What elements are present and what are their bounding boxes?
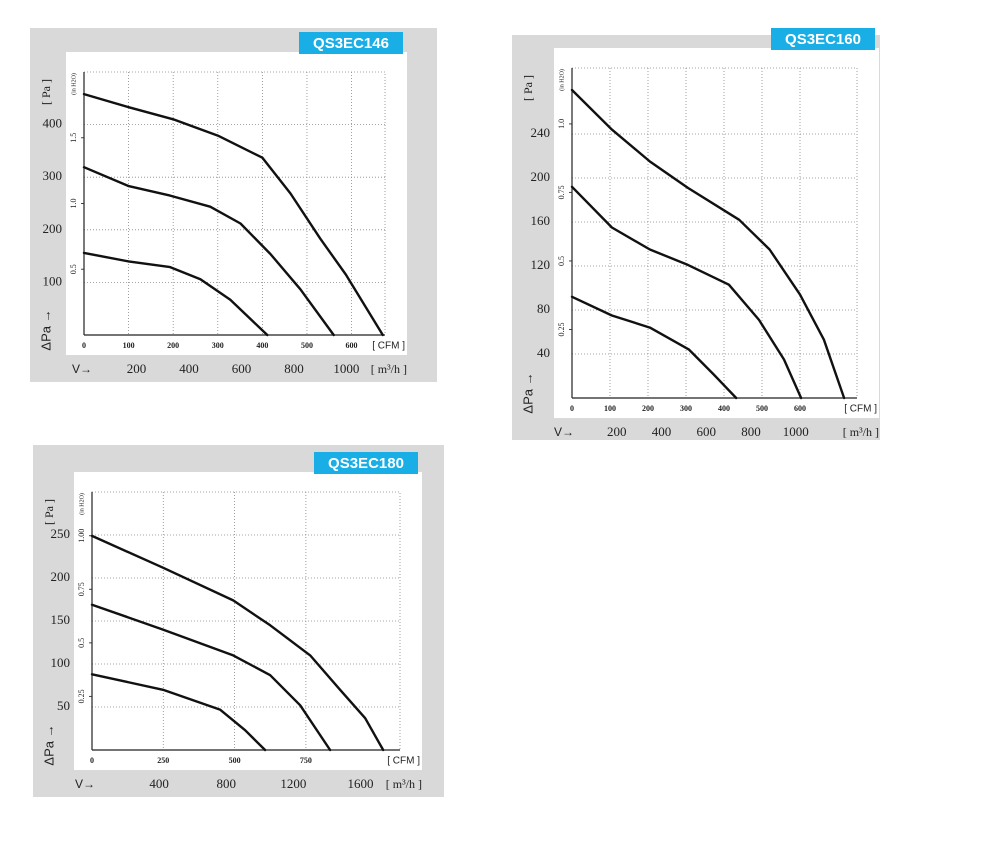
y-tick-label: 200	[51, 569, 71, 584]
x-tick-label: 0	[570, 404, 574, 413]
y2-tick-label: 1.0	[69, 199, 78, 209]
x2-tick-label: 1000	[783, 424, 809, 439]
x-tick-label: 0	[90, 756, 94, 765]
y2-axis-label: (in H2O)	[70, 73, 77, 95]
y-axis-label: [ Pa ]	[39, 79, 53, 105]
curve	[82, 92, 384, 337]
y-axis-label: [ Pa ]	[521, 75, 535, 101]
x-tick-label: 600	[794, 404, 806, 413]
y-symbol: ΔPa →	[520, 372, 535, 413]
x-tick-label: 100	[123, 341, 135, 350]
curve	[90, 603, 332, 752]
x2-tick-label: 1000	[333, 361, 359, 376]
x2-tick-label: 1200	[280, 776, 306, 791]
y-tick-label: 50	[57, 698, 70, 713]
x-tick-label: 200	[167, 341, 179, 350]
y-tick-label: 120	[531, 257, 551, 272]
curve	[82, 166, 335, 337]
x-tick-label: 300	[680, 404, 692, 413]
x-axis-label: [ CFM ]	[372, 341, 405, 352]
x-symbol: V→	[72, 362, 92, 376]
x-tick-label: 400	[718, 404, 730, 413]
y-tick-label: 240	[531, 125, 551, 140]
y-tick-label: 100	[43, 273, 63, 288]
x-tick-label: 600	[346, 341, 358, 350]
x-axis-label: [ CFM ]	[387, 756, 420, 767]
y2-tick-label: 1.5	[69, 133, 78, 143]
plot-area	[554, 48, 879, 418]
x2-axis-label: [ m³/h ]	[843, 425, 879, 439]
x2-tick-label: 200	[607, 424, 627, 439]
x-tick-label: 500	[229, 756, 241, 765]
x2-tick-label: 800	[741, 424, 761, 439]
y2-axis-label: (in H2O)	[78, 493, 85, 515]
x2-tick-label: 200	[127, 361, 147, 376]
y-tick-label: 40	[537, 345, 550, 360]
x2-tick-label: 400	[179, 361, 199, 376]
title-badge	[771, 28, 875, 50]
x-tick-label: 300	[212, 341, 224, 350]
x-symbol: V→	[554, 425, 574, 439]
x2-axis-label: [ m³/h ]	[386, 777, 422, 791]
x-symbol: V→	[75, 777, 95, 791]
x-tick-label: 100	[604, 404, 616, 413]
x-tick-label: 250	[157, 756, 169, 765]
curve	[90, 673, 267, 752]
y-tick-label: 200	[43, 221, 63, 236]
y2-tick-label: 0.25	[557, 322, 566, 336]
curve	[82, 251, 269, 337]
y-axis-label: [ Pa ]	[42, 499, 56, 525]
x-tick-label: 200	[642, 404, 654, 413]
y2-tick-label: 0.5	[77, 638, 86, 648]
x-tick-label: 0	[82, 341, 86, 350]
y-tick-label: 400	[43, 116, 63, 131]
y2-tick-label: 0.75	[557, 185, 566, 199]
title-badge	[299, 32, 403, 54]
y-tick-label: 160	[531, 213, 551, 228]
y2-tick-label: 0.5	[557, 256, 566, 266]
curve	[570, 88, 846, 400]
y-tick-label: 250	[51, 526, 71, 541]
x2-tick-label: 800	[217, 776, 237, 791]
chart-title: QS3EC146	[313, 35, 389, 52]
x-tick-label: 500	[756, 404, 768, 413]
x2-tick-label: 800	[284, 361, 304, 376]
y2-tick-label: 1.00	[77, 529, 86, 543]
title-badge	[314, 452, 418, 474]
chart-title: QS3EC160	[785, 31, 861, 48]
y2-tick-label: 0.5	[69, 264, 78, 274]
x2-tick-label: 400	[149, 776, 169, 791]
x2-tick-label: 400	[652, 424, 672, 439]
curve	[570, 295, 738, 400]
curve	[570, 185, 803, 400]
y2-tick-label: 0.25	[77, 689, 86, 703]
y2-tick-label: 1.0	[557, 119, 566, 129]
x-tick-label: 500	[301, 341, 313, 350]
y-tick-label: 80	[537, 301, 550, 316]
x2-axis-label: [ m³/h ]	[371, 362, 407, 376]
y2-axis-label: (in H2O)	[558, 69, 565, 91]
curve	[90, 534, 385, 752]
x-tick-label: 750	[300, 756, 312, 765]
plot-area	[66, 52, 407, 355]
y-tick-label: 300	[43, 168, 63, 183]
chart-title: QS3EC180	[328, 455, 404, 472]
y2-tick-label: 0.75	[77, 582, 86, 596]
y-tick-label: 100	[51, 655, 71, 670]
x-tick-label: 400	[256, 341, 268, 350]
x2-tick-label: 600	[232, 361, 252, 376]
y-tick-label: 200	[531, 169, 551, 184]
x2-tick-label: 1600	[348, 776, 374, 791]
y-tick-label: 150	[51, 612, 71, 627]
y-symbol: ΔPa →	[38, 309, 53, 350]
x2-tick-label: 600	[696, 424, 716, 439]
x-axis-label: [ CFM ]	[844, 404, 877, 415]
y-symbol: ΔPa →	[41, 724, 56, 765]
